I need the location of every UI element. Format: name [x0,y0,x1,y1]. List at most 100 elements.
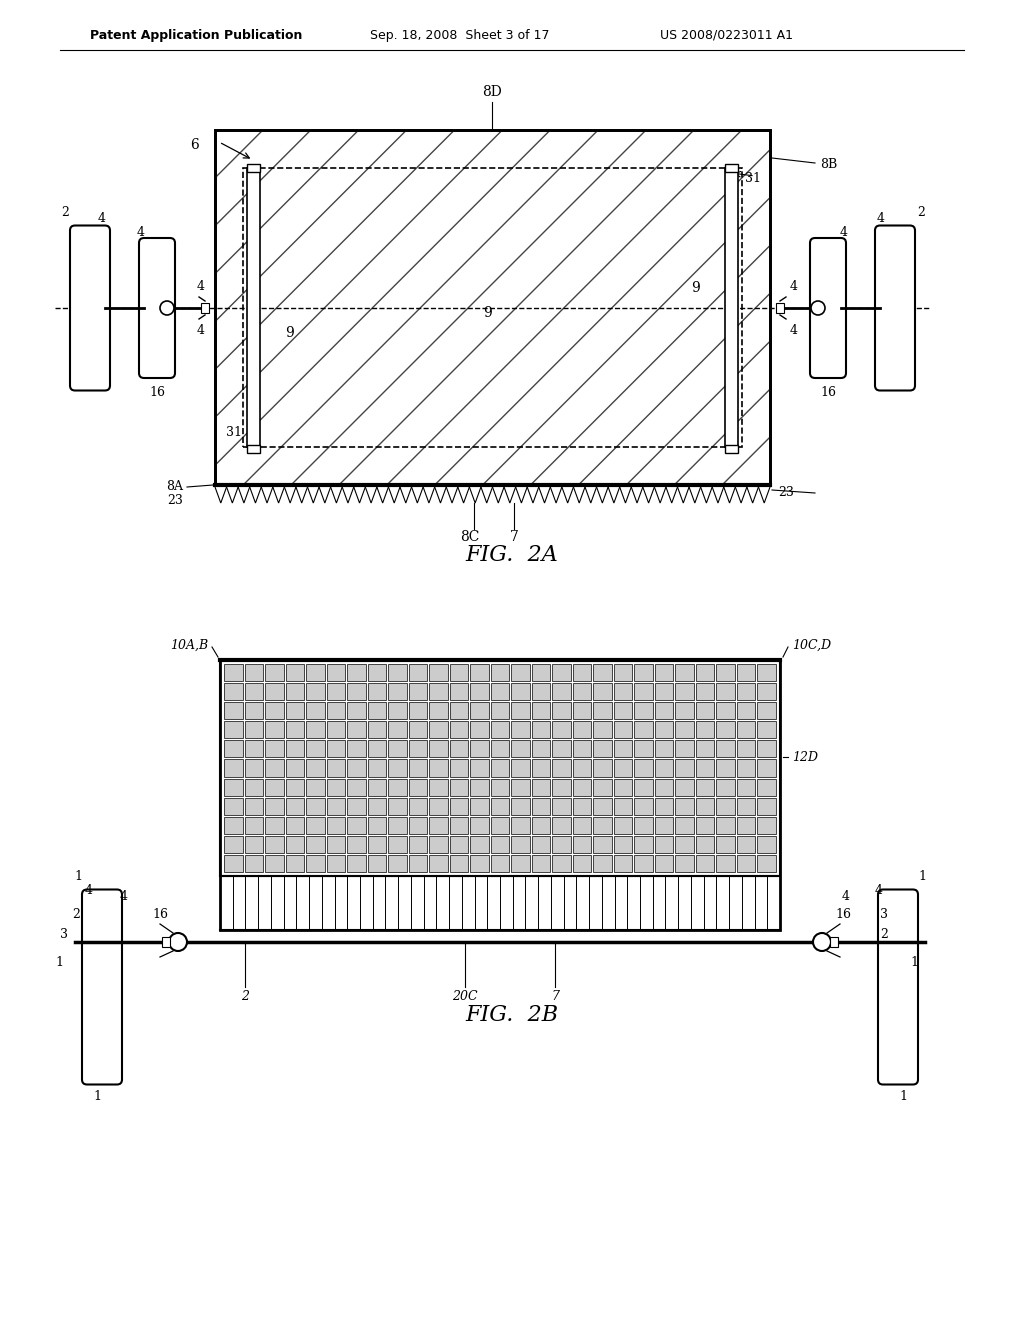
Text: 4: 4 [842,891,850,903]
Bar [531,817,550,834]
Text: 10C,D: 10C,D [792,639,831,652]
Bar [635,855,653,873]
Bar [201,304,209,313]
Bar [245,702,263,719]
Bar [717,817,735,834]
Bar [347,759,366,776]
Bar [696,779,715,796]
Bar [758,779,776,796]
Bar [388,759,407,776]
Bar [327,797,345,814]
Bar [696,855,715,873]
Bar [490,836,509,853]
Text: 12D: 12D [792,751,818,764]
Text: 6: 6 [190,139,199,152]
Bar [676,664,694,681]
Bar [737,664,756,681]
Bar [470,741,488,758]
Bar [243,168,742,447]
Bar [593,836,612,853]
FancyBboxPatch shape [139,238,175,378]
Bar [450,836,468,853]
Bar [347,721,366,738]
FancyBboxPatch shape [70,226,110,391]
Bar [593,721,612,738]
Bar [409,855,427,873]
Bar [368,741,386,758]
Bar [347,855,366,873]
Bar [552,664,570,681]
Bar [327,759,345,776]
Bar [306,721,325,738]
Text: Patent Application Publication: Patent Application Publication [90,29,302,41]
Bar [429,855,447,873]
Text: 4: 4 [197,280,205,293]
Bar [552,797,570,814]
Bar [717,702,735,719]
Bar [696,817,715,834]
Text: 2: 2 [918,206,925,219]
Bar [717,741,735,758]
Bar [613,702,633,719]
Bar [265,702,284,719]
Text: 9: 9 [286,326,294,341]
Bar [696,759,715,776]
Text: 4: 4 [790,280,798,293]
Bar [758,855,776,873]
Bar [511,702,529,719]
Bar [265,836,284,853]
Text: 4: 4 [197,323,205,337]
Text: 23: 23 [778,487,794,499]
Text: 4: 4 [98,211,106,224]
Bar [511,721,529,738]
Bar [286,797,304,814]
Bar [531,682,550,700]
Bar [531,797,550,814]
Text: 1: 1 [93,1090,101,1104]
Bar [635,682,653,700]
Bar [593,702,612,719]
Bar [737,759,756,776]
Bar [347,702,366,719]
Bar [429,836,447,853]
Bar [635,664,653,681]
Bar [409,836,427,853]
Bar [490,779,509,796]
Bar [347,664,366,681]
Bar [450,741,468,758]
Text: 8D: 8D [482,84,502,99]
Bar [737,779,756,796]
Text: 8A: 8A [166,480,183,494]
Text: 4: 4 [120,891,128,903]
Text: 9: 9 [690,281,699,294]
Bar [245,817,263,834]
Bar [676,741,694,758]
Bar [635,797,653,814]
Bar [655,779,674,796]
Bar [613,759,633,776]
Circle shape [169,933,187,950]
Bar [613,836,633,853]
Bar [409,682,427,700]
Bar [409,797,427,814]
Bar [552,759,570,776]
Bar [265,721,284,738]
Bar [306,797,325,814]
Bar [552,741,570,758]
Bar [429,817,447,834]
Bar [490,797,509,814]
Bar [552,682,570,700]
Bar [327,817,345,834]
FancyBboxPatch shape [878,890,918,1085]
Bar [593,664,612,681]
Bar [450,797,468,814]
Bar [635,702,653,719]
Bar [306,836,325,853]
Bar [409,741,427,758]
Bar [220,660,780,876]
Bar [676,682,694,700]
Bar [531,702,550,719]
Text: Sep. 18, 2008  Sheet 3 of 17: Sep. 18, 2008 Sheet 3 of 17 [370,29,550,41]
Bar [717,855,735,873]
Text: 16: 16 [150,387,165,400]
